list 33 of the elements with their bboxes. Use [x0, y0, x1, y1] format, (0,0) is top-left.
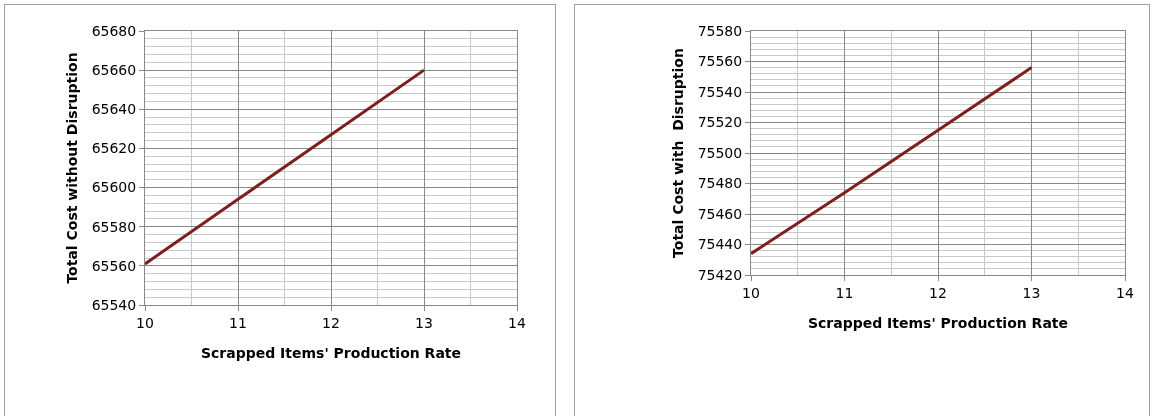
y-tick-label: 65620: [91, 140, 137, 157]
x-tick-label: 14: [1116, 284, 1134, 301]
x-axis-title: Scrapped Items' Production Rate: [200, 345, 462, 362]
x-tick-label: 13: [1022, 284, 1041, 301]
y-tick-label: 75440: [697, 236, 743, 253]
line-series: [751, 66, 1033, 256]
y-tick-label: 65560: [91, 257, 137, 274]
y-axis-title: Total Cost without Disruption: [64, 52, 81, 284]
y-tick-label: 75480: [697, 175, 743, 192]
x-tick-label: 11: [229, 314, 247, 331]
x-axis-title: Scrapped Items' Production Rate: [807, 315, 1069, 332]
y-tick-label: 75560: [697, 53, 743, 70]
y-tick-label: 75520: [697, 114, 743, 131]
y-axis-title: Total Cost with Disruption: [670, 48, 687, 258]
y-tick-label: 75420: [697, 266, 743, 283]
x-tick-label: 10: [136, 314, 154, 331]
y-tick-label: 65580: [91, 218, 137, 235]
x-tick-label: 10: [742, 284, 760, 301]
y-tick-label: 75460: [697, 205, 743, 222]
y-tick-label: 65680: [91, 22, 137, 39]
x-tick-label: 13: [415, 314, 433, 331]
y-tick-label: 65640: [91, 101, 137, 118]
y-tick-label: 65600: [91, 179, 137, 196]
y-tick-label: 65660: [91, 62, 137, 79]
y-tick-label: 65540: [91, 296, 137, 313]
y-tick-label: 75540: [697, 83, 743, 100]
line-series: [145, 68, 426, 266]
x-tick-label: 14: [508, 314, 526, 331]
x-tick-label: 11: [835, 284, 854, 301]
x-tick-label: 12: [929, 284, 947, 301]
x-tick-label: 12: [322, 314, 340, 331]
y-tick-label: 75580: [697, 22, 743, 39]
y-tick-label: 75500: [697, 144, 743, 161]
